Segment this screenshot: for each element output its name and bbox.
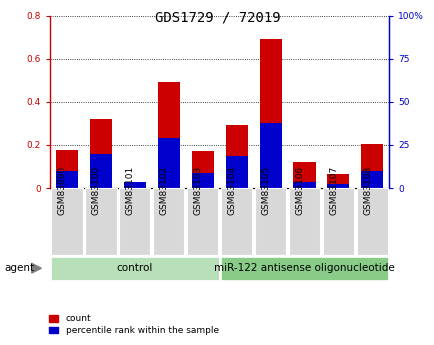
Bar: [153, 188, 184, 255]
Bar: [293, 162, 315, 188]
Bar: [124, 181, 145, 188]
Legend: count, percentile rank within the sample: count, percentile rank within the sample: [46, 311, 222, 339]
Text: GSM83107: GSM83107: [329, 165, 338, 215]
Bar: [225, 126, 247, 188]
Bar: [361, 171, 382, 188]
Text: GSM83101: GSM83101: [125, 165, 135, 215]
Text: GSM83100: GSM83100: [92, 165, 101, 215]
Bar: [124, 183, 145, 188]
Bar: [259, 39, 281, 188]
Bar: [220, 257, 388, 279]
Text: GSM83090: GSM83090: [58, 165, 67, 215]
Text: GDS1729 / 72019: GDS1729 / 72019: [155, 10, 279, 24]
Bar: [259, 124, 281, 188]
Bar: [293, 181, 315, 188]
Text: GSM83108: GSM83108: [362, 165, 372, 215]
Text: control: control: [116, 263, 153, 273]
Bar: [51, 257, 218, 279]
Bar: [90, 154, 112, 188]
Text: GSM83104: GSM83104: [227, 166, 236, 215]
Bar: [225, 156, 247, 188]
Text: miR-122 antisense oligonucleotide: miR-122 antisense oligonucleotide: [214, 263, 394, 273]
Bar: [191, 173, 213, 188]
Text: GSM83102: GSM83102: [159, 166, 168, 215]
Bar: [187, 188, 218, 255]
Polygon shape: [32, 264, 41, 273]
Bar: [119, 188, 150, 255]
Bar: [90, 119, 112, 188]
Text: agent: agent: [4, 263, 34, 273]
Text: GSM83103: GSM83103: [193, 165, 202, 215]
Bar: [322, 188, 353, 255]
Bar: [288, 188, 319, 255]
Text: GSM83105: GSM83105: [261, 165, 270, 215]
Bar: [158, 138, 179, 188]
Bar: [361, 144, 382, 188]
Bar: [85, 188, 116, 255]
Bar: [191, 151, 213, 188]
Text: GSM83106: GSM83106: [295, 165, 304, 215]
Bar: [51, 188, 82, 255]
Bar: [327, 174, 349, 188]
Bar: [220, 188, 252, 255]
Bar: [158, 82, 179, 188]
Bar: [356, 188, 387, 255]
Bar: [56, 171, 78, 188]
Bar: [56, 150, 78, 188]
Bar: [327, 184, 349, 188]
Bar: [254, 188, 286, 255]
